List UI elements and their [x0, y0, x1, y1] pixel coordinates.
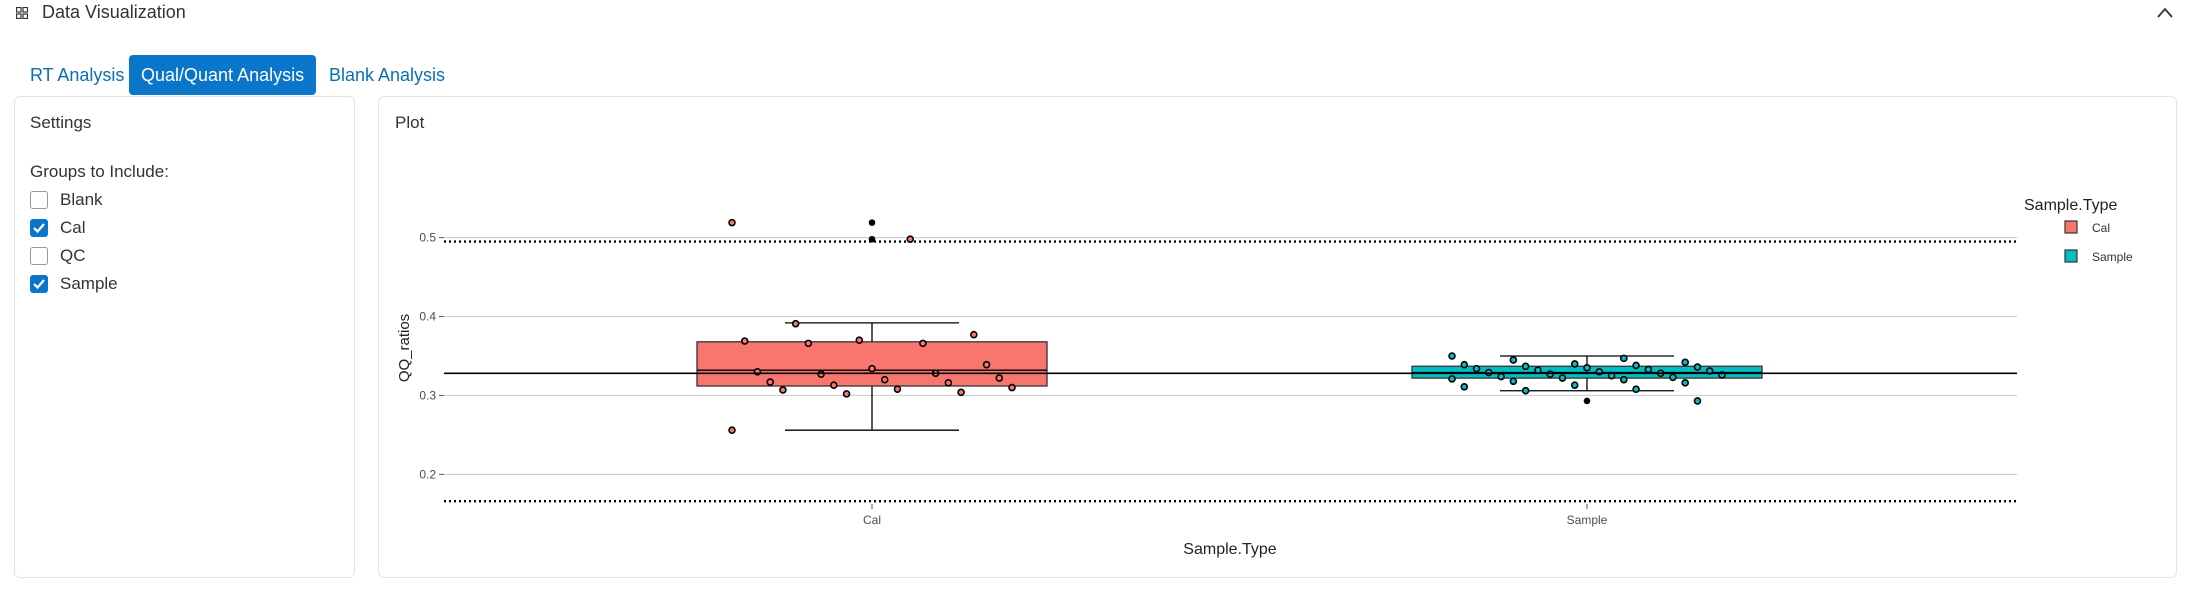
- outlier-point: [868, 236, 876, 243]
- data-point: [919, 339, 927, 348]
- tab-blank-analysis[interactable]: Blank Analysis: [329, 65, 446, 85]
- data-point: [1509, 356, 1518, 364]
- plot-panel: [378, 96, 2177, 578]
- data-point: [1583, 364, 1591, 372]
- data-point: [868, 364, 876, 373]
- legend-label: Sample: [2092, 250, 2133, 264]
- data-point: [1460, 360, 1469, 369]
- checkbox-sample[interactable]: [30, 275, 48, 293]
- data-point: [880, 375, 889, 384]
- checkbox-label: QC: [60, 246, 86, 265]
- tab-rt-analysis[interactable]: RT Analysis: [30, 65, 125, 85]
- data-point: [893, 385, 902, 393]
- data-point: [1620, 375, 1628, 384]
- data-point: [1693, 397, 1702, 405]
- data-point: [842, 390, 851, 398]
- data-point: [1632, 385, 1640, 393]
- data-point: [830, 381, 838, 389]
- data-point: [1681, 379, 1689, 387]
- plot-title: Plot: [395, 113, 425, 132]
- tab-qual-quant-analysis[interactable]: Qual/Quant Analysis: [129, 55, 317, 95]
- checkbox-blank[interactable]: [30, 191, 48, 209]
- outlier-point: [1583, 397, 1591, 405]
- data-point: [804, 339, 813, 348]
- qq-ratio-boxplot: 0.2 0.3 0.4 0.5 Cal Sample Sample.Type QQ_ratio…: [396, 197, 2133, 558]
- legend-swatch: [2064, 249, 2078, 263]
- data-point: [855, 336, 864, 345]
- data-point: [791, 319, 800, 328]
- chevron-up-icon[interactable]: [2155, 3, 2175, 23]
- data-point: [1521, 386, 1530, 395]
- data-point: [970, 330, 978, 339]
- data-point: [1570, 381, 1579, 389]
- data-point: [728, 218, 736, 227]
- data-point: [1008, 383, 1016, 392]
- data-point: [1620, 354, 1628, 363]
- data-point: [1509, 377, 1518, 386]
- data-point: [1693, 363, 1702, 371]
- data-point: [728, 426, 736, 434]
- data-point: [1448, 375, 1456, 383]
- y-tick-label: 0.2: [419, 467, 436, 481]
- data-point: [1521, 362, 1530, 371]
- section-header: Data Visualization: [0, 0, 2185, 28]
- settings-panel: [14, 96, 355, 578]
- legend-swatch: [2064, 220, 2078, 234]
- y-tick-label: 0.3: [419, 388, 436, 402]
- y-tick-label: 0.4: [419, 310, 436, 324]
- checkbox-cal[interactable]: [30, 219, 48, 237]
- checkbox-label: Blank: [60, 190, 103, 209]
- data-point: [1534, 366, 1542, 375]
- data-point: [995, 374, 1004, 382]
- section-title: Data Visualization: [42, 2, 186, 22]
- data-point: [766, 378, 774, 386]
- checkbox-label: Cal: [60, 218, 86, 237]
- y-axis-title: QQ_ratios: [396, 314, 413, 382]
- data-point: [1497, 372, 1505, 381]
- data-point: [957, 388, 965, 397]
- data-point: [779, 386, 787, 394]
- data-point: [1558, 374, 1567, 382]
- data-point: [1632, 361, 1640, 370]
- data-point: [1681, 358, 1689, 367]
- outlier-point: [868, 219, 876, 226]
- data-point: [1570, 360, 1579, 368]
- check-icon: [32, 222, 45, 233]
- data-point: [740, 337, 749, 345]
- data-point: [1448, 352, 1456, 360]
- grid-icon: [16, 7, 28, 19]
- checkbox-qc[interactable]: [30, 247, 48, 265]
- x-tick-label: Sample: [1567, 513, 1608, 527]
- data-point: [944, 379, 953, 387]
- data-point: [982, 360, 991, 369]
- settings-title: Settings: [30, 113, 92, 132]
- data-point: [1669, 373, 1677, 382]
- x-tick-label: Cal: [863, 513, 881, 527]
- x-axis-title: Sample.Type: [1183, 541, 1276, 558]
- data-point: [1644, 365, 1653, 374]
- y-tick-label: 0.5: [419, 231, 436, 245]
- checkbox-label: Sample: [60, 274, 118, 293]
- data-point: [1460, 382, 1469, 391]
- box-cal: [696, 341, 1048, 387]
- legend-label: Cal: [2092, 221, 2110, 235]
- groups-label: Groups to Include:: [30, 162, 169, 181]
- data-point: [906, 235, 914, 243]
- data-point: [1472, 364, 1481, 373]
- legend-title: Sample.Type: [2024, 197, 2117, 214]
- check-icon: [32, 278, 45, 289]
